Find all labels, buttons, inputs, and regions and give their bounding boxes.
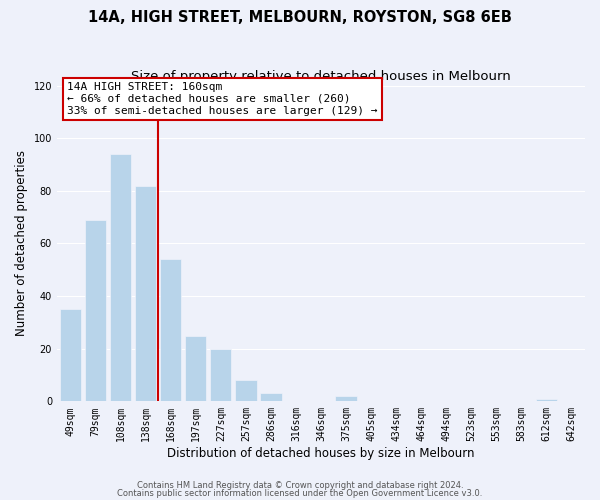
Bar xyxy=(85,220,106,402)
X-axis label: Distribution of detached houses by size in Melbourn: Distribution of detached houses by size … xyxy=(167,447,475,460)
Bar xyxy=(135,186,157,402)
Title: Size of property relative to detached houses in Melbourn: Size of property relative to detached ho… xyxy=(131,70,511,83)
Text: 14A, HIGH STREET, MELBOURN, ROYSTON, SG8 6EB: 14A, HIGH STREET, MELBOURN, ROYSTON, SG8… xyxy=(88,10,512,25)
Text: 14A HIGH STREET: 160sqm
← 66% of detached houses are smaller (260)
33% of semi-d: 14A HIGH STREET: 160sqm ← 66% of detache… xyxy=(67,82,378,116)
Bar xyxy=(110,154,131,402)
Bar xyxy=(185,336,206,402)
Text: Contains public sector information licensed under the Open Government Licence v3: Contains public sector information licen… xyxy=(118,488,482,498)
Bar xyxy=(260,394,281,402)
Y-axis label: Number of detached properties: Number of detached properties xyxy=(15,150,28,336)
Bar xyxy=(536,398,557,402)
Bar xyxy=(210,348,232,402)
Bar xyxy=(335,396,356,402)
Bar xyxy=(235,380,257,402)
Bar xyxy=(160,259,181,402)
Bar xyxy=(60,309,82,402)
Text: Contains HM Land Registry data © Crown copyright and database right 2024.: Contains HM Land Registry data © Crown c… xyxy=(137,481,463,490)
